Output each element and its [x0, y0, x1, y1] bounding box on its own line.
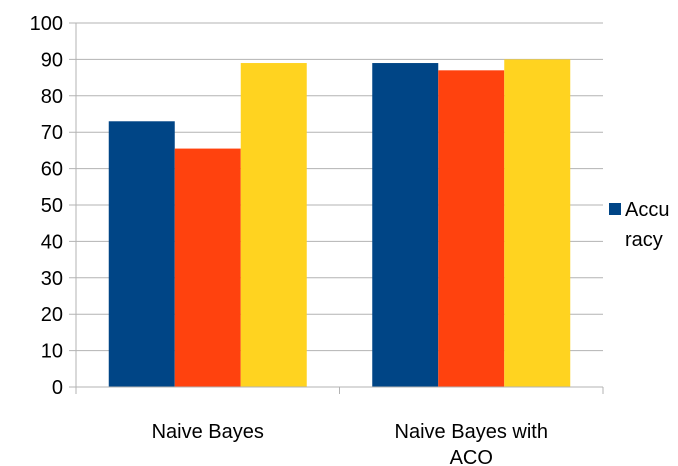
- y-tick-label-30: 30: [41, 268, 63, 290]
- x-category-label-2-line-1: Naive Bayes with: [395, 421, 548, 443]
- y-tick-label-50: 50: [41, 195, 63, 217]
- legend-label-line-1: Accu: [625, 199, 669, 221]
- y-axis-tick-labels: 0 10 20 30 40 50 60 70 80 90 100: [30, 13, 63, 399]
- y-tick-label-40: 40: [41, 231, 63, 253]
- y-tick-label-70: 70: [41, 122, 63, 144]
- y-tick-label-0: 0: [52, 377, 63, 399]
- bar-series2-naive-bayes: [174, 148, 241, 387]
- bar-series1-naive-bayes-with-aco: [372, 63, 439, 387]
- legend-swatch-accuracy: [609, 203, 621, 215]
- y-tick-label-20: 20: [41, 304, 63, 326]
- x-category-label-2-line-2: ACO: [450, 447, 493, 466]
- legend: Accu racy: [609, 199, 669, 251]
- legend-label-line-2: racy: [625, 229, 663, 251]
- y-tick-label-80: 80: [41, 86, 63, 108]
- bar-series3-naive-bayes-with-aco: [504, 59, 571, 388]
- y-tick-label-100: 100: [30, 13, 63, 35]
- bar-series2-naive-bayes-with-aco: [438, 70, 505, 387]
- y-tick-label-60: 60: [41, 159, 63, 181]
- bar-series1-naive-bayes: [108, 121, 175, 387]
- y-tick-label-90: 90: [41, 49, 63, 71]
- bars: [108, 59, 571, 388]
- axes: [75, 23, 604, 394]
- x-category-label-1-line-1: Naive Bayes: [152, 421, 264, 443]
- x-axis-category-labels: Naive Bayes Naive Bayes with ACO: [152, 421, 548, 466]
- y-tick-label-10: 10: [41, 341, 63, 363]
- bar-series3-naive-bayes: [240, 63, 307, 387]
